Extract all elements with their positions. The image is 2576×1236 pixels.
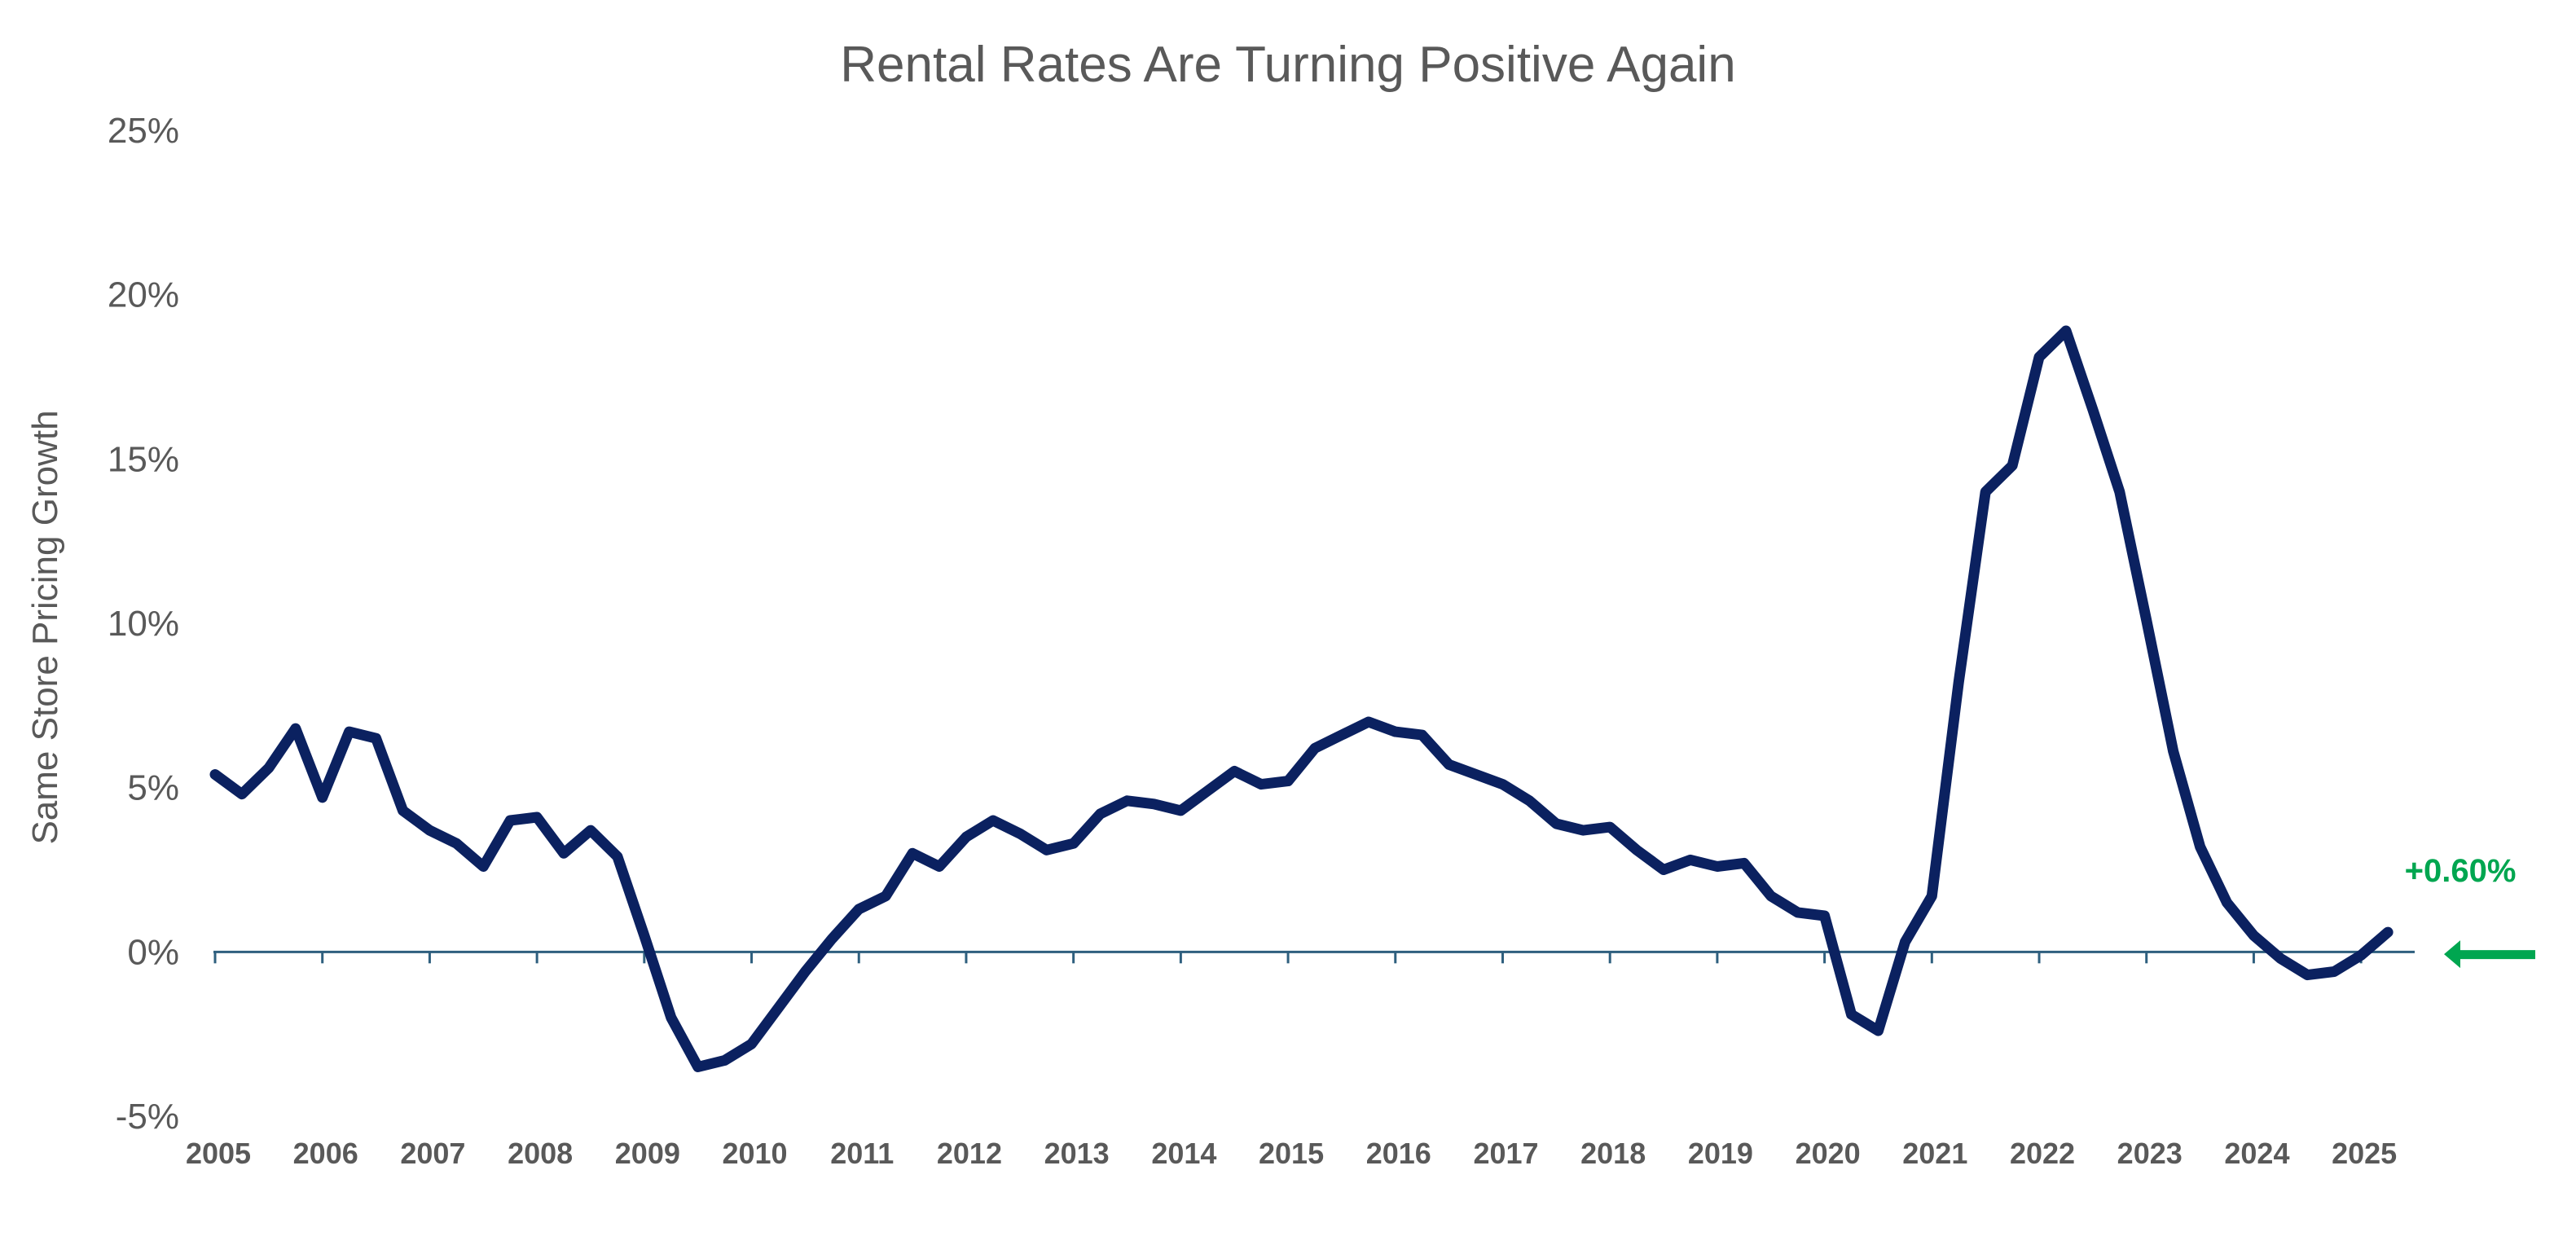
x-tick-label: 2017 [1473, 1137, 1538, 1170]
x-tick-label: 2024 [2224, 1137, 2289, 1170]
annotation-group: +0.60% [2405, 853, 2535, 969]
series-line [209, 325, 2394, 1072]
y-tick-label: 10% [108, 604, 179, 644]
x-tick-label: 2014 [1151, 1137, 1216, 1170]
y-tick-label: -5% [116, 1097, 179, 1137]
y-tick-label: 5% [127, 768, 179, 808]
chart-title: Rental Rates Are Turning Positive Again [840, 37, 1735, 93]
x-tick-label: 2023 [2117, 1137, 2183, 1170]
x-tick-label: 2012 [937, 1137, 1002, 1170]
x-tick-label: 2010 [722, 1137, 787, 1170]
y-tick-label: 15% [108, 439, 179, 479]
x-tick-label: 2016 [1366, 1137, 1431, 1170]
x-tick-label: 2009 [615, 1137, 680, 1170]
x-tick-label: 2025 [2332, 1137, 2397, 1170]
series-group [209, 325, 2394, 1072]
x-axis-ticks: 2005 2006 2007 2008 2009 2010 2011 2012 2013 2014… [186, 952, 2397, 1170]
y-tick-label: 20% [108, 275, 179, 315]
x-tick-label: 2007 [400, 1137, 465, 1170]
y-axis-ticks: -5% 0% 5% 10% 15% 20% 25% [108, 111, 179, 1137]
x-tick-label: 2013 [1044, 1137, 1110, 1170]
x-tick-label: 2006 [293, 1137, 358, 1170]
x-tick-label: 2011 [830, 1137, 894, 1170]
x-tick-label: 2022 [2010, 1137, 2075, 1170]
annotation-label: +0.60% [2405, 853, 2517, 889]
x-tick-label: 2020 [1796, 1137, 1861, 1170]
annotation-arrow-icon [2444, 940, 2535, 969]
y-tick-label: 25% [108, 111, 179, 151]
x-tick-label: 2021 [1902, 1137, 1967, 1170]
x-tick-label: 2015 [1259, 1137, 1324, 1170]
y-axis-label: Same Store Pricing Growth [25, 410, 65, 844]
x-tick-label: 2005 [186, 1137, 251, 1170]
y-tick-label: 0% [127, 932, 179, 972]
x-tick-label: 2008 [508, 1137, 573, 1170]
x-tick-label: 2018 [1580, 1137, 1646, 1170]
x-tick-label: 2019 [1688, 1137, 1753, 1170]
